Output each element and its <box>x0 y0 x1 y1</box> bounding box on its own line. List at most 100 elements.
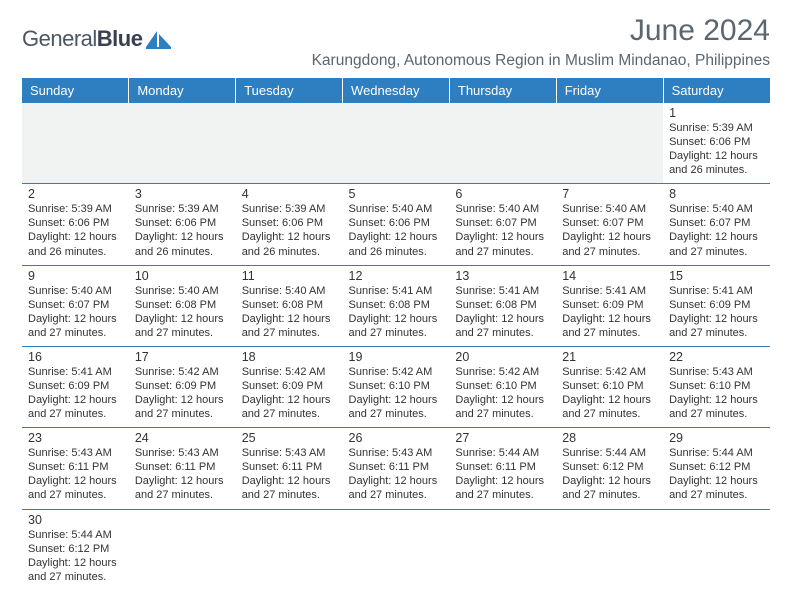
day-number: 30 <box>28 513 123 527</box>
day-number: 20 <box>455 350 550 364</box>
day-details: Sunrise: 5:41 AM Sunset: 6:08 PM Dayligh… <box>455 284 550 340</box>
day-details: Sunrise: 5:40 AM Sunset: 6:08 PM Dayligh… <box>242 284 337 340</box>
day-number: 4 <box>242 187 337 201</box>
calendar-cell <box>556 509 663 590</box>
day-details: Sunrise: 5:40 AM Sunset: 6:07 PM Dayligh… <box>28 284 123 340</box>
day-number: 29 <box>669 431 764 445</box>
brand-logo: GeneralBlue <box>22 26 172 52</box>
calendar-body: 1Sunrise: 5:39 AM Sunset: 6:06 PM Daylig… <box>22 103 770 590</box>
calendar-cell: 1Sunrise: 5:39 AM Sunset: 6:06 PM Daylig… <box>663 103 770 184</box>
calendar-cell <box>22 103 129 184</box>
calendar-cell: 15Sunrise: 5:41 AM Sunset: 6:09 PM Dayli… <box>663 265 770 346</box>
dayheader-tue: Tuesday <box>236 78 343 103</box>
day-details: Sunrise: 5:39 AM Sunset: 6:06 PM Dayligh… <box>135 202 230 258</box>
calendar-cell: 14Sunrise: 5:41 AM Sunset: 6:09 PM Dayli… <box>556 265 663 346</box>
day-details: Sunrise: 5:39 AM Sunset: 6:06 PM Dayligh… <box>242 202 337 258</box>
day-details: Sunrise: 5:41 AM Sunset: 6:09 PM Dayligh… <box>669 284 764 340</box>
day-details: Sunrise: 5:42 AM Sunset: 6:09 PM Dayligh… <box>135 365 230 421</box>
calendar-cell: 24Sunrise: 5:43 AM Sunset: 6:11 PM Dayli… <box>129 428 236 509</box>
calendar-page: GeneralBlue June 2024 Karungdong, Autono… <box>0 0 792 612</box>
day-number: 28 <box>562 431 657 445</box>
day-details: Sunrise: 5:44 AM Sunset: 6:11 PM Dayligh… <box>455 446 550 502</box>
calendar-cell: 17Sunrise: 5:42 AM Sunset: 6:09 PM Dayli… <box>129 346 236 427</box>
day-number: 25 <box>242 431 337 445</box>
day-number: 9 <box>28 269 123 283</box>
calendar-cell: 7Sunrise: 5:40 AM Sunset: 6:07 PM Daylig… <box>556 184 663 265</box>
calendar-cell: 13Sunrise: 5:41 AM Sunset: 6:08 PM Dayli… <box>449 265 556 346</box>
day-number: 22 <box>669 350 764 364</box>
dayheader-sat: Saturday <box>663 78 770 103</box>
day-details: Sunrise: 5:44 AM Sunset: 6:12 PM Dayligh… <box>28 528 123 584</box>
header: GeneralBlue June 2024 Karungdong, Autono… <box>22 14 770 70</box>
day-details: Sunrise: 5:43 AM Sunset: 6:10 PM Dayligh… <box>669 365 764 421</box>
calendar-cell: 3Sunrise: 5:39 AM Sunset: 6:06 PM Daylig… <box>129 184 236 265</box>
day-details: Sunrise: 5:40 AM Sunset: 6:07 PM Dayligh… <box>455 202 550 258</box>
day-number: 26 <box>349 431 444 445</box>
day-details: Sunrise: 5:44 AM Sunset: 6:12 PM Dayligh… <box>562 446 657 502</box>
calendar-cell <box>663 509 770 590</box>
calendar-cell: 4Sunrise: 5:39 AM Sunset: 6:06 PM Daylig… <box>236 184 343 265</box>
calendar-cell: 18Sunrise: 5:42 AM Sunset: 6:09 PM Dayli… <box>236 346 343 427</box>
day-number: 6 <box>455 187 550 201</box>
calendar-cell: 20Sunrise: 5:42 AM Sunset: 6:10 PM Dayli… <box>449 346 556 427</box>
calendar-cell <box>236 509 343 590</box>
day-details: Sunrise: 5:40 AM Sunset: 6:07 PM Dayligh… <box>669 202 764 258</box>
calendar-row: 9Sunrise: 5:40 AM Sunset: 6:07 PM Daylig… <box>22 265 770 346</box>
day-number: 8 <box>669 187 764 201</box>
calendar-cell <box>343 103 450 184</box>
dayheader-thu: Thursday <box>449 78 556 103</box>
dayheader-mon: Monday <box>129 78 236 103</box>
day-details: Sunrise: 5:39 AM Sunset: 6:06 PM Dayligh… <box>669 121 764 177</box>
day-details: Sunrise: 5:40 AM Sunset: 6:08 PM Dayligh… <box>135 284 230 340</box>
calendar-cell: 23Sunrise: 5:43 AM Sunset: 6:11 PM Dayli… <box>22 428 129 509</box>
day-number: 23 <box>28 431 123 445</box>
calendar-cell: 10Sunrise: 5:40 AM Sunset: 6:08 PM Dayli… <box>129 265 236 346</box>
calendar-cell <box>129 103 236 184</box>
calendar-row: 30Sunrise: 5:44 AM Sunset: 6:12 PM Dayli… <box>22 509 770 590</box>
calendar-cell: 22Sunrise: 5:43 AM Sunset: 6:10 PM Dayli… <box>663 346 770 427</box>
day-details: Sunrise: 5:41 AM Sunset: 6:09 PM Dayligh… <box>28 365 123 421</box>
calendar-cell: 11Sunrise: 5:40 AM Sunset: 6:08 PM Dayli… <box>236 265 343 346</box>
sail-icon <box>146 29 172 49</box>
brand-name-b: Blue <box>97 26 143 51</box>
month-title: June 2024 <box>312 14 770 48</box>
day-number: 24 <box>135 431 230 445</box>
day-number: 12 <box>349 269 444 283</box>
dayheader-sun: Sunday <box>22 78 129 103</box>
day-number: 11 <box>242 269 337 283</box>
brand-text: GeneralBlue <box>22 26 142 52</box>
calendar-cell: 28Sunrise: 5:44 AM Sunset: 6:12 PM Dayli… <box>556 428 663 509</box>
day-number: 17 <box>135 350 230 364</box>
day-details: Sunrise: 5:42 AM Sunset: 6:10 PM Dayligh… <box>455 365 550 421</box>
calendar-cell: 21Sunrise: 5:42 AM Sunset: 6:10 PM Dayli… <box>556 346 663 427</box>
brand-name-a: General <box>22 26 97 51</box>
day-details: Sunrise: 5:42 AM Sunset: 6:09 PM Dayligh… <box>242 365 337 421</box>
day-details: Sunrise: 5:40 AM Sunset: 6:06 PM Dayligh… <box>349 202 444 258</box>
day-number: 14 <box>562 269 657 283</box>
calendar-cell: 29Sunrise: 5:44 AM Sunset: 6:12 PM Dayli… <box>663 428 770 509</box>
day-number: 10 <box>135 269 230 283</box>
day-details: Sunrise: 5:42 AM Sunset: 6:10 PM Dayligh… <box>562 365 657 421</box>
calendar-cell <box>343 509 450 590</box>
calendar-cell: 30Sunrise: 5:44 AM Sunset: 6:12 PM Dayli… <box>22 509 129 590</box>
calendar-cell <box>129 509 236 590</box>
day-number: 3 <box>135 187 230 201</box>
day-number: 7 <box>562 187 657 201</box>
calendar-cell: 27Sunrise: 5:44 AM Sunset: 6:11 PM Dayli… <box>449 428 556 509</box>
calendar-cell: 16Sunrise: 5:41 AM Sunset: 6:09 PM Dayli… <box>22 346 129 427</box>
calendar-row: 16Sunrise: 5:41 AM Sunset: 6:09 PM Dayli… <box>22 346 770 427</box>
day-details: Sunrise: 5:44 AM Sunset: 6:12 PM Dayligh… <box>669 446 764 502</box>
day-details: Sunrise: 5:39 AM Sunset: 6:06 PM Dayligh… <box>28 202 123 258</box>
dayheader-fri: Friday <box>556 78 663 103</box>
calendar-cell: 25Sunrise: 5:43 AM Sunset: 6:11 PM Dayli… <box>236 428 343 509</box>
calendar-cell <box>556 103 663 184</box>
calendar-cell <box>449 509 556 590</box>
day-number: 15 <box>669 269 764 283</box>
calendar-cell <box>236 103 343 184</box>
calendar-cell: 26Sunrise: 5:43 AM Sunset: 6:11 PM Dayli… <box>343 428 450 509</box>
day-number: 16 <box>28 350 123 364</box>
day-details: Sunrise: 5:41 AM Sunset: 6:09 PM Dayligh… <box>562 284 657 340</box>
day-number: 1 <box>669 106 764 120</box>
day-number: 5 <box>349 187 444 201</box>
calendar-row: 2Sunrise: 5:39 AM Sunset: 6:06 PM Daylig… <box>22 184 770 265</box>
